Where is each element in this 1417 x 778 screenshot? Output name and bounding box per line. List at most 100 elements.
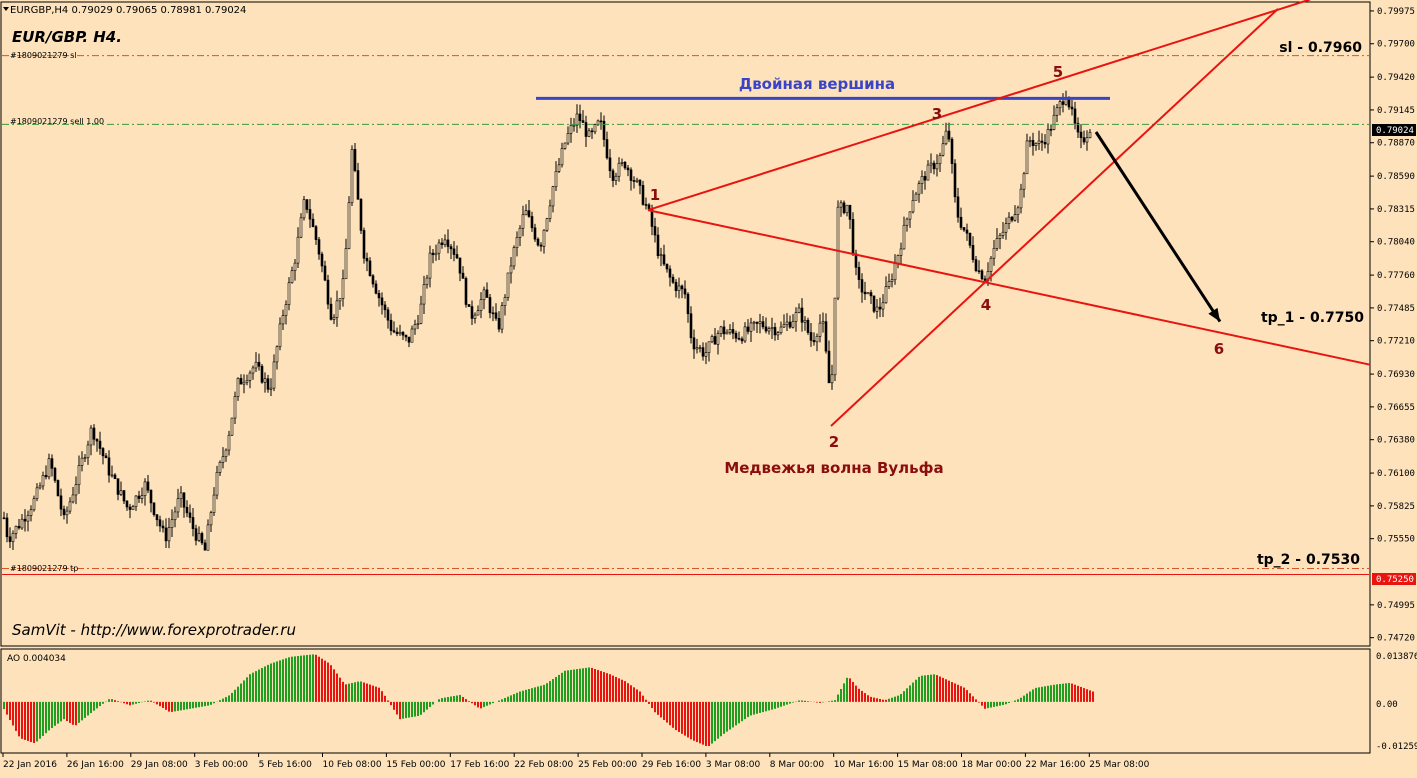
candle-body xyxy=(47,458,51,478)
candle-body xyxy=(1058,101,1062,109)
candle-body xyxy=(248,372,252,381)
candle-body xyxy=(1028,140,1032,142)
candle-body xyxy=(938,155,942,165)
candle-body xyxy=(515,237,519,248)
price-tick-label: 0.76100 xyxy=(1377,469,1415,479)
wolfe-wave-label: Медвежья волна Вульфа xyxy=(724,459,943,477)
candle-body xyxy=(701,347,705,357)
candle-body xyxy=(887,281,891,287)
candle-body xyxy=(215,472,219,496)
candle-body xyxy=(287,282,291,305)
time-tick-label: 25 Feb 00:00 xyxy=(578,760,637,770)
candle-body xyxy=(644,204,648,206)
candle-body xyxy=(155,514,159,521)
candle-body xyxy=(953,163,957,198)
candle-body xyxy=(476,310,480,316)
candle-body xyxy=(494,312,498,319)
time-tick-label: 17 Feb 16:00 xyxy=(450,760,509,770)
candle-body xyxy=(101,448,105,457)
candle-body xyxy=(566,133,570,144)
ao-label: AO 0.004034 xyxy=(7,654,66,664)
candle-body xyxy=(617,162,621,177)
price-tick-label: 0.78870 xyxy=(1377,139,1415,149)
candle-body xyxy=(254,361,258,369)
candle-body xyxy=(41,475,45,487)
candle-body xyxy=(533,227,537,240)
candle-body xyxy=(932,162,936,170)
candle-body xyxy=(110,474,114,477)
candle-body xyxy=(341,278,345,299)
candle-body xyxy=(119,490,123,495)
candle-body xyxy=(800,307,804,323)
forecast-arrow-head xyxy=(1208,307,1220,322)
candle-body xyxy=(803,319,807,323)
candle-body xyxy=(1001,231,1005,236)
candle-body xyxy=(860,279,864,293)
candle-body xyxy=(1046,128,1050,145)
collapse-triangle-icon[interactable] xyxy=(3,7,9,11)
candle-body xyxy=(836,206,840,299)
candle-body xyxy=(212,494,216,513)
candle-body xyxy=(95,438,99,442)
candle-body xyxy=(989,257,993,272)
candle-body xyxy=(668,268,672,278)
candle-body xyxy=(104,455,108,459)
candle-body xyxy=(80,457,84,466)
candle-body xyxy=(209,512,213,526)
candle-body xyxy=(1007,216,1011,224)
candle-body xyxy=(62,508,66,516)
candle-body xyxy=(2,517,6,520)
candle-body xyxy=(908,211,912,220)
tp2-annotation: tp_2 - 0.7530 xyxy=(1257,552,1360,568)
candle-body xyxy=(842,202,846,214)
candle-body xyxy=(1025,140,1029,175)
candle-body xyxy=(1061,101,1065,105)
candle-body xyxy=(1079,131,1083,138)
candle-body xyxy=(467,304,471,307)
candle-body xyxy=(659,254,663,257)
current-price-box xyxy=(1372,124,1416,136)
candle-body xyxy=(89,427,93,446)
candle-body xyxy=(50,458,54,469)
candle-body xyxy=(1049,128,1053,131)
chart-title: EUR/GBP. H4. xyxy=(12,28,122,46)
candle-body xyxy=(437,242,441,254)
candle-body xyxy=(116,478,120,495)
sl-annotation: sl - 0.7960 xyxy=(1279,40,1362,56)
candle-body xyxy=(407,336,411,343)
candle-body xyxy=(794,312,798,322)
candle-body xyxy=(320,253,324,267)
double-top-label: Двойная вершина xyxy=(739,75,895,93)
candle-body xyxy=(263,378,267,383)
candle-body xyxy=(731,329,735,334)
candle-body xyxy=(812,340,816,343)
candle-body xyxy=(302,199,306,219)
candle-body xyxy=(524,210,528,216)
candle-body xyxy=(416,323,420,325)
candle-body xyxy=(161,525,165,529)
candle-body xyxy=(497,318,501,330)
candle-body xyxy=(680,285,684,290)
wave-point-5: 5 xyxy=(1053,63,1063,81)
candle-body xyxy=(950,138,954,164)
candle-body xyxy=(401,331,405,336)
candle-body xyxy=(92,427,96,440)
candle-body xyxy=(602,120,606,140)
candle-body xyxy=(866,292,870,295)
candle-body xyxy=(377,293,381,299)
candle-body xyxy=(992,247,996,259)
candle-body xyxy=(308,209,312,220)
price-tick-label: 0.76380 xyxy=(1377,436,1415,446)
candle-body xyxy=(770,327,774,329)
candle-body xyxy=(593,124,597,133)
candle-body xyxy=(611,170,615,181)
price-tick-label: 0.77485 xyxy=(1377,304,1415,314)
candle-body xyxy=(569,125,573,134)
candle-body xyxy=(23,518,27,522)
candle-body xyxy=(824,321,828,352)
time-tick-label: 26 Jan 16:00 xyxy=(67,760,124,770)
candle-body xyxy=(338,298,342,302)
time-tick-label: 29 Feb 16:00 xyxy=(642,760,701,770)
candle-body xyxy=(1034,143,1038,146)
candle-body xyxy=(1010,216,1014,221)
